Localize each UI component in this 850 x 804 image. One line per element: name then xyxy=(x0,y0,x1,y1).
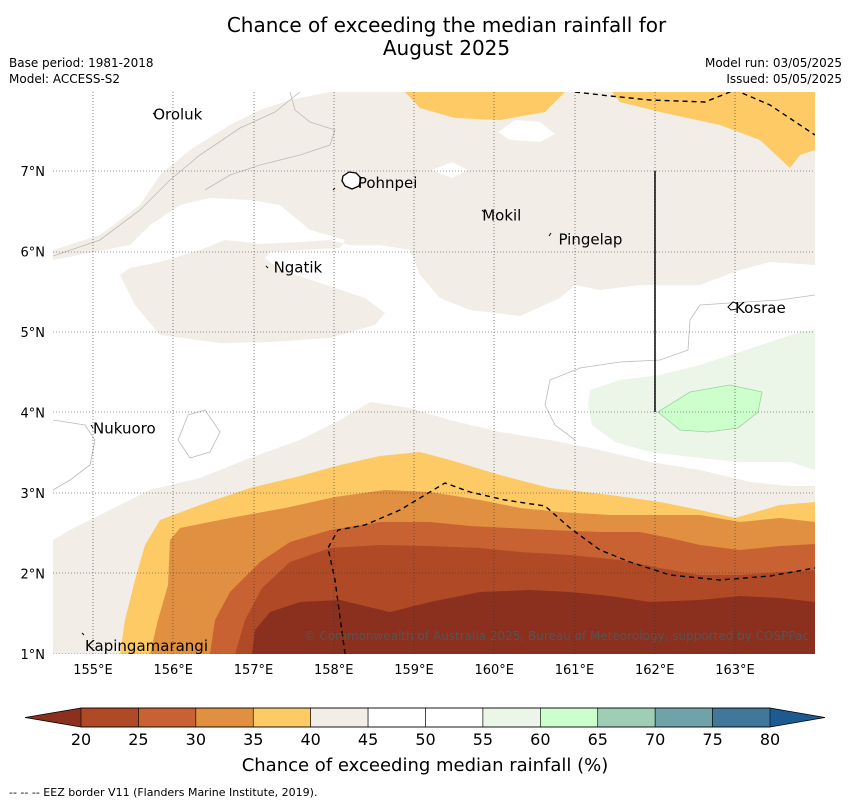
hole-north-1 xyxy=(498,120,555,142)
title-line-2: August 2025 xyxy=(382,36,511,60)
colorbar-tick-label: 35 xyxy=(243,730,263,749)
lat-tick-labels: 7°N 6°N 5°N 4°N 3°N 2°N 1°N xyxy=(21,165,46,663)
colorbar-tick-label: 25 xyxy=(128,730,148,749)
contour-35-40-north xyxy=(405,92,565,120)
colorbar-high-extension xyxy=(770,708,825,727)
issued-date: Issued: 05/05/2025 xyxy=(726,72,842,86)
place-label-oroluk: Oroluk xyxy=(153,106,202,124)
lon-tick-labels: 155°E 156°E 157°E 158°E 159°E 160°E 161°E 162°E… xyxy=(73,663,755,678)
island-dots xyxy=(81,112,552,636)
contour-35-40-northeast xyxy=(612,92,815,168)
colorbar-tick-label: 50 xyxy=(415,730,435,749)
lon-label: 159°E xyxy=(394,663,434,678)
contour-line-northwest xyxy=(204,92,336,191)
kapinga-dot xyxy=(81,632,85,636)
contour-line-west xyxy=(53,419,96,491)
copyright-notice: © Commonwealth of Australia 2025, Bureau… xyxy=(304,629,809,643)
lat-label: 4°N xyxy=(21,407,46,422)
colorbar-swatch xyxy=(597,707,656,728)
contour-40-45-north xyxy=(53,92,815,343)
pohnpei-spur xyxy=(332,187,336,191)
colorbar-swatch xyxy=(310,707,369,728)
place-label-kosrae: Kosrae xyxy=(735,299,786,317)
colorbar-swatch xyxy=(425,707,484,728)
colorbar-swatch xyxy=(138,707,197,728)
kosrae-island xyxy=(727,301,739,311)
contour-60-65 xyxy=(658,385,762,432)
lon-label: 158°E xyxy=(314,663,354,678)
eez-border-north xyxy=(574,92,815,136)
colorbar-outline xyxy=(24,707,826,728)
lon-label: 161°E xyxy=(555,663,595,678)
pohnpei-island xyxy=(341,171,362,190)
model-run: Model run: 03/05/2025 xyxy=(704,56,842,70)
colorbar-tick-label: 20 xyxy=(71,730,91,749)
place-label-pingelap: Pingelap xyxy=(558,230,622,248)
colorbar-label: Chance of exceeding median rainfall (%) xyxy=(241,755,609,776)
colorbar-tick-label: 55 xyxy=(473,730,493,749)
colorbar-swatch xyxy=(367,707,426,728)
place-label-kapingamarangi: Kapingamarangi xyxy=(85,637,208,655)
lon-label: 157°E xyxy=(234,663,274,678)
model-name: Model: ACCESS-S2 xyxy=(9,72,121,86)
map-title: Chance of exceeding the median rainfall … xyxy=(0,14,850,60)
place-label-nukuoro: Nukuoro xyxy=(93,420,156,438)
lon-label: 160°E xyxy=(474,663,514,678)
colorbar-low-extension xyxy=(25,708,81,727)
lon-label: 163°E xyxy=(715,663,755,678)
oroluk-dot xyxy=(152,112,156,116)
lon-label: 155°E xyxy=(73,663,113,678)
lon-label: 156°E xyxy=(153,663,193,678)
colorbar-swatch xyxy=(540,707,599,728)
meta-left: Base period: 1981-2018 Model: ACCESS-S2 xyxy=(9,55,154,87)
contour-line-loop xyxy=(177,409,221,459)
contour-line-east xyxy=(544,294,815,441)
place-label-mokil: Mokil xyxy=(482,206,521,224)
colorbar-tick-label: 60 xyxy=(530,730,550,749)
place-labels: Oroluk Pohnpei Mokil Pingelap Ngatik Kosrae Nu… xyxy=(85,106,786,655)
colorbar-tick-label: 75 xyxy=(702,730,722,749)
lat-label: 5°N xyxy=(21,326,46,341)
colorbar-tick-label: 65 xyxy=(588,730,608,749)
colorbar-tick-label: 70 xyxy=(645,730,665,749)
lat-label: 7°N xyxy=(21,165,46,180)
colorbar-swatch xyxy=(252,707,311,728)
lat-label: 1°N xyxy=(21,648,46,663)
colorbar-swatch xyxy=(712,707,771,728)
mokil-dot xyxy=(481,209,485,213)
colorbar-tick-label: 45 xyxy=(358,730,378,749)
colorbar-swatch xyxy=(80,707,139,728)
hole-north-2 xyxy=(432,162,468,178)
eez-footnote: -- -- -- EEZ border V11 (Flanders Marine… xyxy=(9,786,318,799)
contour-line-north xyxy=(53,92,301,257)
base-period: Base period: 1981-2018 xyxy=(9,56,154,70)
colorbar-tick-label: 30 xyxy=(186,730,206,749)
lon-label: 162°E xyxy=(635,663,675,678)
place-label-ngatik: Ngatik xyxy=(274,259,323,277)
rainfall-field: © Commonwealth of Australia 2025, Bureau… xyxy=(53,92,815,654)
nukuoro-dot xyxy=(90,424,94,429)
pingelap-dot xyxy=(548,232,552,237)
gridlines xyxy=(53,92,815,654)
colorbar-tick-label: 40 xyxy=(300,730,320,749)
lat-label: 2°N xyxy=(21,568,46,583)
ngatik-dot xyxy=(265,265,269,269)
place-label-pohnpei: Pohnpei xyxy=(358,174,418,192)
lat-label: 6°N xyxy=(21,246,46,261)
lat-label: 3°N xyxy=(21,487,46,502)
colorbar-swatch xyxy=(195,707,254,728)
colorbar-tick-label: 80 xyxy=(760,730,780,749)
colorbar-swatch xyxy=(654,707,713,728)
title-line-1: Chance of exceeding the median rainfall … xyxy=(226,13,667,37)
eez-border-south xyxy=(327,482,815,654)
meta-right: Model run: 03/05/2025 Issued: 05/05/2025 xyxy=(705,55,842,87)
colorbar: 20 25 30 35 40 45 50 55 60 65 70 75 80 xyxy=(24,707,826,749)
contour-below-20 xyxy=(252,590,815,654)
colorbar-swatch xyxy=(482,707,541,728)
